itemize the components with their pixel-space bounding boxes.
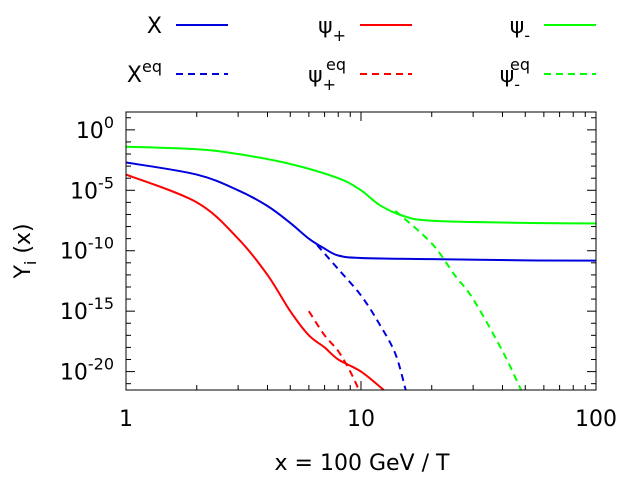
legend-item-psi_minus: ψ- xyxy=(510,14,596,45)
x-tick-label: 1 xyxy=(119,407,133,432)
legend-label: ψ-eq xyxy=(500,55,530,94)
y-tick-label: 10-5 xyxy=(70,173,114,204)
y-tick-label: 10-20 xyxy=(60,355,114,386)
series-line-X xyxy=(126,161,596,262)
y-tick-label: 100 xyxy=(76,113,114,144)
legend-label: ψ- xyxy=(510,14,530,45)
y-tick-label: 10-15 xyxy=(60,294,114,325)
legend-label: ψ+eq xyxy=(308,55,346,94)
legend-item-psi_minus_eq: ψ-eq xyxy=(500,55,596,94)
y-axis-label: Yi (x) xyxy=(11,223,40,279)
y-axis-label-sub: i xyxy=(21,261,40,265)
legend-item-psi_plus: ψ+ xyxy=(318,14,412,45)
y-tick-label: 10-10 xyxy=(60,234,114,265)
series-line-psi_minus_eq xyxy=(394,210,522,390)
series-line-psi_minus xyxy=(126,145,596,225)
legend-label: X xyxy=(147,14,162,39)
y-tick-labels: 100 10-5 10-10 10-15 10-20 xyxy=(60,113,114,386)
plot-frame xyxy=(125,111,597,391)
y-axis-label-main: Y xyxy=(11,265,36,280)
legend-item-psi_plus_eq: ψ+eq xyxy=(308,55,412,94)
minor-ticks xyxy=(126,112,596,390)
legend-label: ψ+ xyxy=(318,14,346,45)
series-line-Xeq xyxy=(316,244,407,390)
x-tick-labels: 1 10 100 xyxy=(119,407,617,432)
legend-item-Xeq: Xeq xyxy=(127,57,228,88)
series-line-psi_plus xyxy=(126,173,385,390)
plot-area xyxy=(125,111,597,391)
series-layer xyxy=(126,145,596,390)
series-line-psi_plus_eq xyxy=(308,310,360,390)
legend-label: Xeq xyxy=(127,57,162,88)
y-axis-label-tail: (x) xyxy=(11,223,36,260)
x-tick-label: 10 xyxy=(347,407,375,432)
x-axis-label: x = 100 GeV / T xyxy=(275,451,450,476)
major-ticks xyxy=(125,112,597,390)
legend-item-X: X xyxy=(147,14,228,39)
x-tick-label: 100 xyxy=(575,407,617,432)
